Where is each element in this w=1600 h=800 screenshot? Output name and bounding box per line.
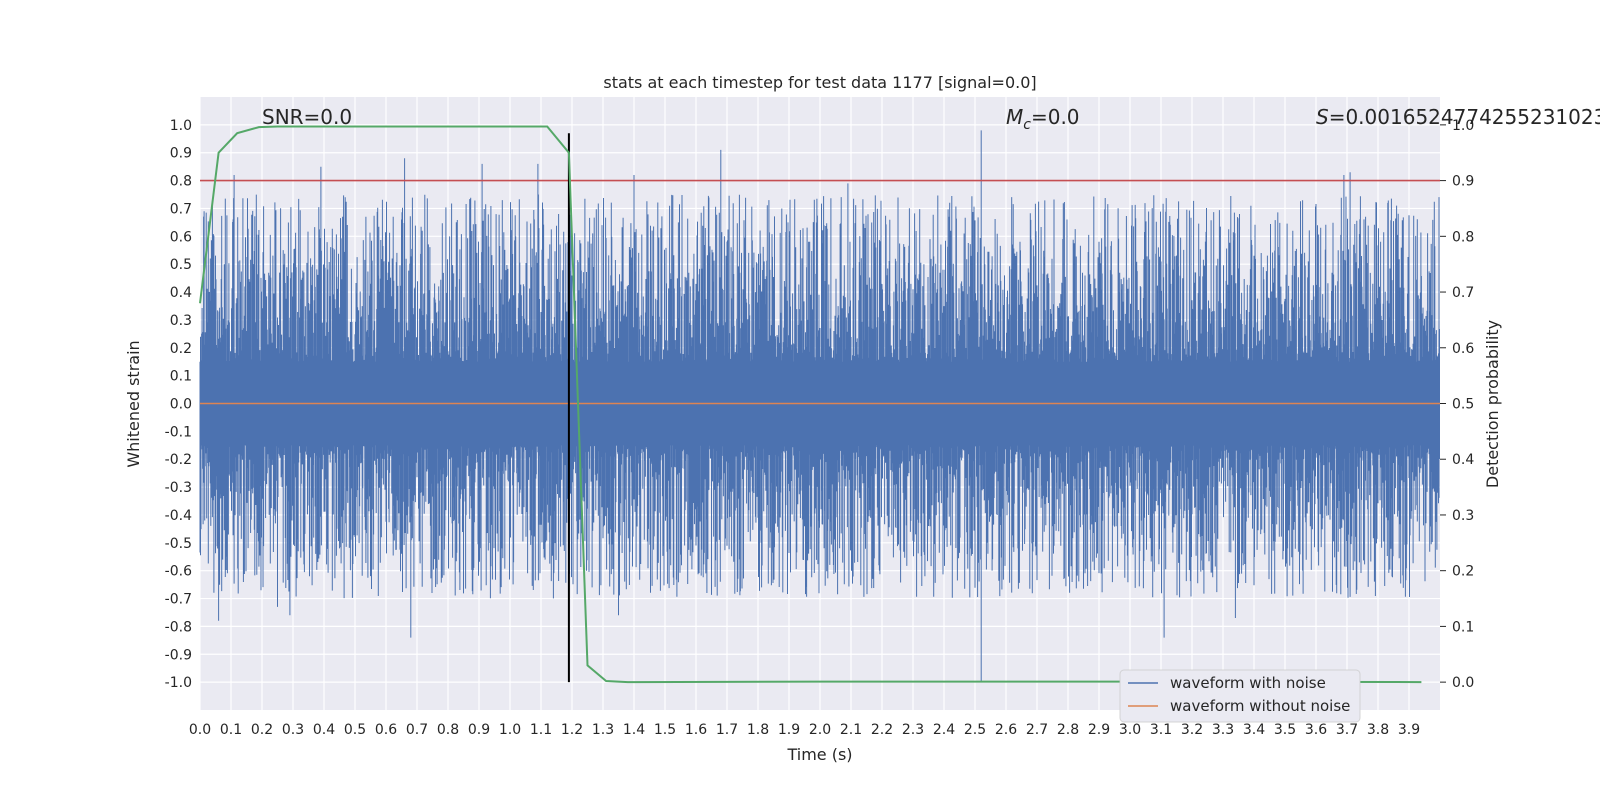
x-tick-label: 2.2	[871, 722, 893, 738]
y-tick-label: -0.8	[165, 619, 192, 635]
mc-symbol: M	[1006, 105, 1023, 129]
y-tick-label: 0.6	[170, 229, 192, 245]
mc-subscript: c	[1023, 117, 1031, 133]
y-tick-label: 0.4	[170, 285, 192, 301]
x-axis-ticks: 0.0 0.1 0.2 0.3 0.4 0.5 0.6 0.7 0.8 0.9 1.0 1.1 1.2 1…	[189, 722, 1420, 738]
y-tick-label: 0.5	[170, 257, 192, 273]
y-tick-label: 1.0	[170, 118, 192, 134]
y-tick-label: -0.7	[165, 592, 192, 608]
y-tick-label: -0.5	[165, 536, 192, 552]
x-tick-label: 1.8	[747, 722, 769, 738]
y-tick-label: -0.9	[165, 647, 192, 663]
x-tick-label: 0.9	[468, 722, 490, 738]
y2-tick-label: 1.0	[1452, 118, 1474, 134]
y-tick-label: 0.0	[170, 397, 192, 413]
x-tick-label: 0.6	[375, 722, 397, 738]
s-symbol: S	[1316, 105, 1329, 129]
y-tick-label: 0.3	[170, 313, 192, 329]
y-tick-label: -0.1	[165, 424, 192, 440]
y-tick-label: -0.6	[165, 564, 192, 580]
y-tick-label: 0.7	[170, 201, 192, 217]
y-tick-label: 0.2	[170, 341, 192, 357]
y-tick-label: -0.2	[165, 452, 192, 468]
y-axis-ticks: 1.0 0.9 0.8 0.7 0.6 0.5 0.4 0.3 0.2 0.1 0.0 -0.1 -0.…	[165, 118, 192, 691]
y2-axis-ticks: 1.0 0.9 0.8 0.7 0.6 0.5 0.4 0.3 0.2 0.1 0.0	[1440, 118, 1474, 691]
x-tick-label: 3.3	[1212, 722, 1234, 738]
y2-tick-label: 0.7	[1452, 285, 1474, 301]
y2-tick-label: 0.3	[1452, 508, 1474, 524]
x-tick-label: 1.1	[530, 722, 552, 738]
y-tick-label: 0.1	[170, 369, 192, 385]
y2-tick-label: 0.8	[1452, 229, 1474, 245]
x-tick-label: 2.4	[933, 722, 955, 738]
x-tick-label: 2.7	[1026, 722, 1048, 738]
x-tick-label: 3.5	[1274, 722, 1296, 738]
s-value: =0.0016524774255231023	[1329, 105, 1600, 129]
y2-tick-label: 0.4	[1452, 452, 1474, 468]
chart-title: stats at each timestep for test data 117…	[603, 73, 1036, 92]
x-tick-label: 3.1	[1150, 722, 1172, 738]
y2-tick-label: 0.6	[1452, 341, 1474, 357]
y-tick-label: -0.4	[165, 508, 192, 524]
y-tick-label: 0.9	[170, 146, 192, 162]
x-tick-label: 2.3	[902, 722, 924, 738]
x-tick-label: 2.5	[964, 722, 986, 738]
x-tick-label: 3.9	[1398, 722, 1420, 738]
x-tick-label: 2.1	[840, 722, 862, 738]
x-tick-label: 3.4	[1243, 722, 1265, 738]
y-tick-label: -1.0	[165, 675, 192, 691]
mc-annotation: Mc=0.0	[1006, 105, 1080, 133]
legend-label-noise: waveform with noise	[1170, 674, 1326, 692]
x-tick-label: 2.0	[809, 722, 831, 738]
x-tick-label: 1.6	[685, 722, 707, 738]
x-tick-label: 0.0	[189, 722, 211, 738]
x-tick-label: 0.2	[251, 722, 273, 738]
x-tick-label: 2.6	[995, 722, 1017, 738]
x-tick-label: 3.8	[1367, 722, 1389, 738]
x-tick-label: 3.0	[1119, 722, 1141, 738]
y-tick-label: -0.3	[165, 480, 192, 496]
mc-value: =0.0	[1031, 105, 1080, 129]
y2-tick-label: 0.5	[1452, 397, 1474, 413]
x-tick-label: 1.7	[716, 722, 738, 738]
x-axis-label: Time (s)	[786, 745, 852, 764]
x-tick-label: 0.5	[344, 722, 366, 738]
x-tick-label: 0.7	[406, 722, 428, 738]
detection-probability-series	[199, 125, 1422, 684]
legend: waveform with noise waveform without noi…	[1119, 669, 1361, 723]
legend-label-clean: waveform without noise	[1170, 697, 1350, 715]
x-tick-label: 1.9	[778, 722, 800, 738]
y2-axis-label: Detection probability	[1483, 320, 1502, 488]
y2-tick-label: 0.0	[1452, 675, 1474, 691]
x-tick-label: 2.8	[1057, 722, 1079, 738]
x-tick-label: 0.3	[282, 722, 304, 738]
x-tick-label: 0.4	[313, 722, 335, 738]
x-tick-label: 3.2	[1181, 722, 1203, 738]
x-tick-label: 1.2	[561, 722, 583, 738]
y2-tick-label: 0.1	[1452, 619, 1474, 635]
x-tick-label: 2.9	[1088, 722, 1110, 738]
x-tick-label: 3.7	[1336, 722, 1358, 738]
y-tick-label: 0.8	[170, 174, 192, 190]
y-axis-label: Whitened strain	[124, 340, 143, 467]
x-tick-label: 1.4	[623, 722, 645, 738]
x-tick-label: 1.0	[499, 722, 521, 738]
y2-tick-label: 0.9	[1452, 174, 1474, 190]
x-tick-label: 1.5	[654, 722, 676, 738]
x-tick-label: 0.8	[437, 722, 459, 738]
snr-annotation: SNR=0.0	[262, 105, 352, 129]
x-tick-label: 3.6	[1305, 722, 1327, 738]
y2-tick-label: 0.2	[1452, 564, 1474, 580]
s-annotation: S=0.0016524774255231023	[1316, 105, 1600, 129]
probability-trace	[199, 125, 1422, 684]
legend-box	[1119, 669, 1361, 723]
x-tick-label: 1.3	[592, 722, 614, 738]
x-tick-label: 0.1	[220, 722, 242, 738]
